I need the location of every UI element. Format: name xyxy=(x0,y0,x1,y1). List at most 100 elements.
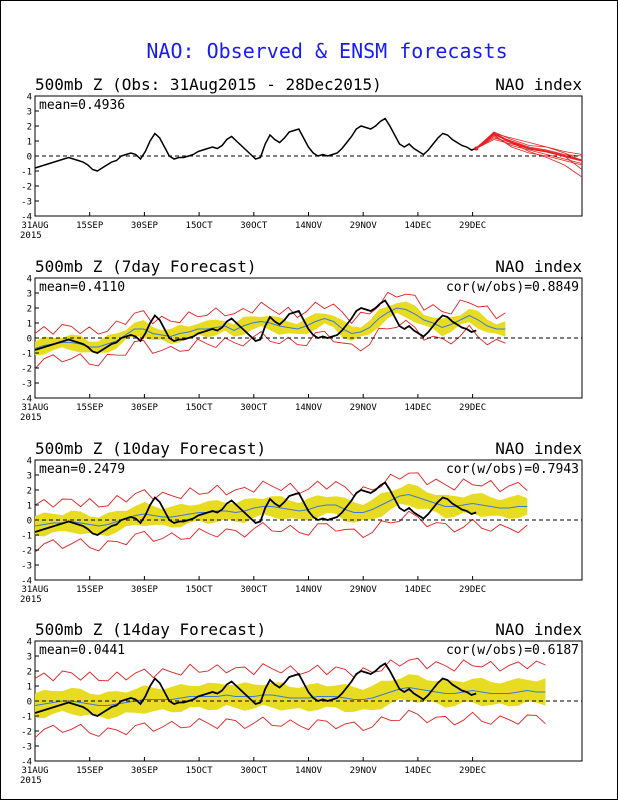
x-tick-label: 30SEP xyxy=(131,585,159,595)
x-tick-label: 29DEC xyxy=(459,585,486,595)
x-tick-label: 29DEC xyxy=(459,766,486,776)
x-tick-label: 15OCT xyxy=(186,585,214,595)
y-tick-label: 0 xyxy=(27,517,32,527)
observed-line-2 xyxy=(34,481,477,536)
main-title: NAO: Observed & ENSM forecasts xyxy=(146,39,507,63)
x-tick-label: 30SEP xyxy=(131,221,159,231)
y-tick-label: 1 xyxy=(27,320,32,330)
y-tick-label: -1 xyxy=(21,713,32,723)
y-tick-label: -4 xyxy=(21,577,32,587)
cor-label-1: cor(w/obs)=0.8849 xyxy=(446,280,579,295)
y-tick-label: -3 xyxy=(21,380,32,390)
y-tick-label: -3 xyxy=(21,743,32,753)
y-tick-label: 0 xyxy=(27,698,32,708)
x-year-label: 2015 xyxy=(20,595,42,605)
y-tick-label: -1 xyxy=(21,350,32,360)
x-tick-label: 31AUG xyxy=(21,585,48,595)
x-tick-label: 30OCT xyxy=(240,403,268,413)
x-tick-label: 29DEC xyxy=(459,403,486,413)
x-tick-label: 30OCT xyxy=(240,766,268,776)
forecast-member-3 xyxy=(475,137,583,178)
x-tick-label: 15SEP xyxy=(76,403,104,413)
y-tick-label: 4 xyxy=(27,93,32,103)
spread-band-2 xyxy=(35,483,528,537)
y-tick-label: 1 xyxy=(27,138,32,148)
y-tick-label: 1 xyxy=(27,683,32,693)
y-tick-label: 2 xyxy=(27,487,32,497)
y-tick-label: -4 xyxy=(21,758,32,768)
x-year-label: 2015 xyxy=(20,776,42,786)
x-tick-label: 29DEC xyxy=(459,221,486,231)
cor-label-3: cor(w/obs)=0.6187 xyxy=(446,643,579,658)
y-tick-label: 2 xyxy=(27,668,32,678)
y-tick-label: 4 xyxy=(27,275,32,285)
x-tick-label: 14DEC xyxy=(404,585,431,595)
ensemble-upper-2 xyxy=(34,472,528,508)
x-tick-label: 14NOV xyxy=(295,403,323,413)
y-tick-label: -2 xyxy=(21,183,32,193)
y-tick-label: -4 xyxy=(21,213,32,223)
x-year-label: 2015 xyxy=(20,413,42,423)
x-tick-label: 30SEP xyxy=(131,403,159,413)
y-tick-label: -1 xyxy=(21,168,32,178)
forecast-member-2 xyxy=(475,136,583,164)
y-tick-label: 0 xyxy=(27,335,32,345)
x-tick-label: 15OCT xyxy=(186,403,214,413)
x-tick-label: 30SEP xyxy=(131,766,159,776)
x-tick-label: 31AUG xyxy=(21,221,48,231)
x-tick-label: 15OCT xyxy=(186,221,214,231)
x-tick-label: 15SEP xyxy=(76,766,104,776)
observed-line-0 xyxy=(34,117,477,172)
x-tick-label: 15SEP xyxy=(76,221,104,231)
x-tick-label: 29NOV xyxy=(350,221,378,231)
y-tick-label: 3 xyxy=(27,653,32,663)
y-tick-label: -1 xyxy=(21,532,32,542)
y-tick-label: -2 xyxy=(21,728,32,738)
x-year-label: 2015 xyxy=(20,231,42,241)
ensemble-mean-line-1 xyxy=(34,307,506,349)
ensemble-mean-line-2 xyxy=(34,493,528,527)
mean-label-3: mean=0.0441 xyxy=(39,643,125,658)
mean-label-0: mean=0.4936 xyxy=(39,98,125,113)
spread-band-3 xyxy=(35,674,546,720)
y-tick-label: 2 xyxy=(27,123,32,133)
x-tick-label: 29NOV xyxy=(350,585,378,595)
x-tick-label: 14NOV xyxy=(295,585,323,595)
x-tick-label: 15SEP xyxy=(76,585,104,595)
x-tick-label: 31AUG xyxy=(21,766,48,776)
x-tick-label: 14DEC xyxy=(404,403,431,413)
panel-right-label-1: NAO index xyxy=(495,257,582,276)
forecast-mean-line xyxy=(475,132,583,162)
y-tick-label: 3 xyxy=(27,472,32,482)
x-tick-label: 14DEC xyxy=(404,221,431,231)
y-tick-label: 4 xyxy=(27,457,32,467)
y-tick-label: 3 xyxy=(27,290,32,300)
panel-title-2: 500mb Z (10day Forecast) xyxy=(35,439,266,458)
ensemble-lower-1 xyxy=(34,319,506,370)
cor-label-2: cor(w/obs)=0.7943 xyxy=(446,462,579,477)
y-tick-label: 4 xyxy=(27,638,32,648)
x-tick-label: 30OCT xyxy=(240,585,268,595)
x-tick-label: 14DEC xyxy=(404,766,431,776)
ensemble-upper-3 xyxy=(34,657,546,682)
mean-label-2: mean=0.2479 xyxy=(39,462,125,477)
x-tick-label: 30OCT xyxy=(240,221,268,231)
panel-right-label-2: NAO index xyxy=(495,439,582,458)
x-tick-label: 14NOV xyxy=(295,766,323,776)
panel-right-label-0: NAO index xyxy=(495,75,582,94)
y-tick-label: 2 xyxy=(27,305,32,315)
observed-line-1 xyxy=(34,299,477,354)
mean-label-1: mean=0.4110 xyxy=(39,280,125,295)
x-tick-label: 29NOV xyxy=(350,766,378,776)
ensemble-lower-3 xyxy=(34,709,546,739)
y-tick-label: -4 xyxy=(21,395,32,405)
x-tick-label: 14NOV xyxy=(295,221,323,231)
y-tick-label: 3 xyxy=(27,108,32,118)
forecast-member-0 xyxy=(475,131,583,161)
ensemble-lower-2 xyxy=(34,510,528,553)
x-tick-label: 31AUG xyxy=(21,403,48,413)
panel-title-1: 500mb Z (7day Forecast) xyxy=(35,257,257,276)
y-tick-label: -2 xyxy=(21,547,32,557)
y-tick-label: 1 xyxy=(27,502,32,512)
